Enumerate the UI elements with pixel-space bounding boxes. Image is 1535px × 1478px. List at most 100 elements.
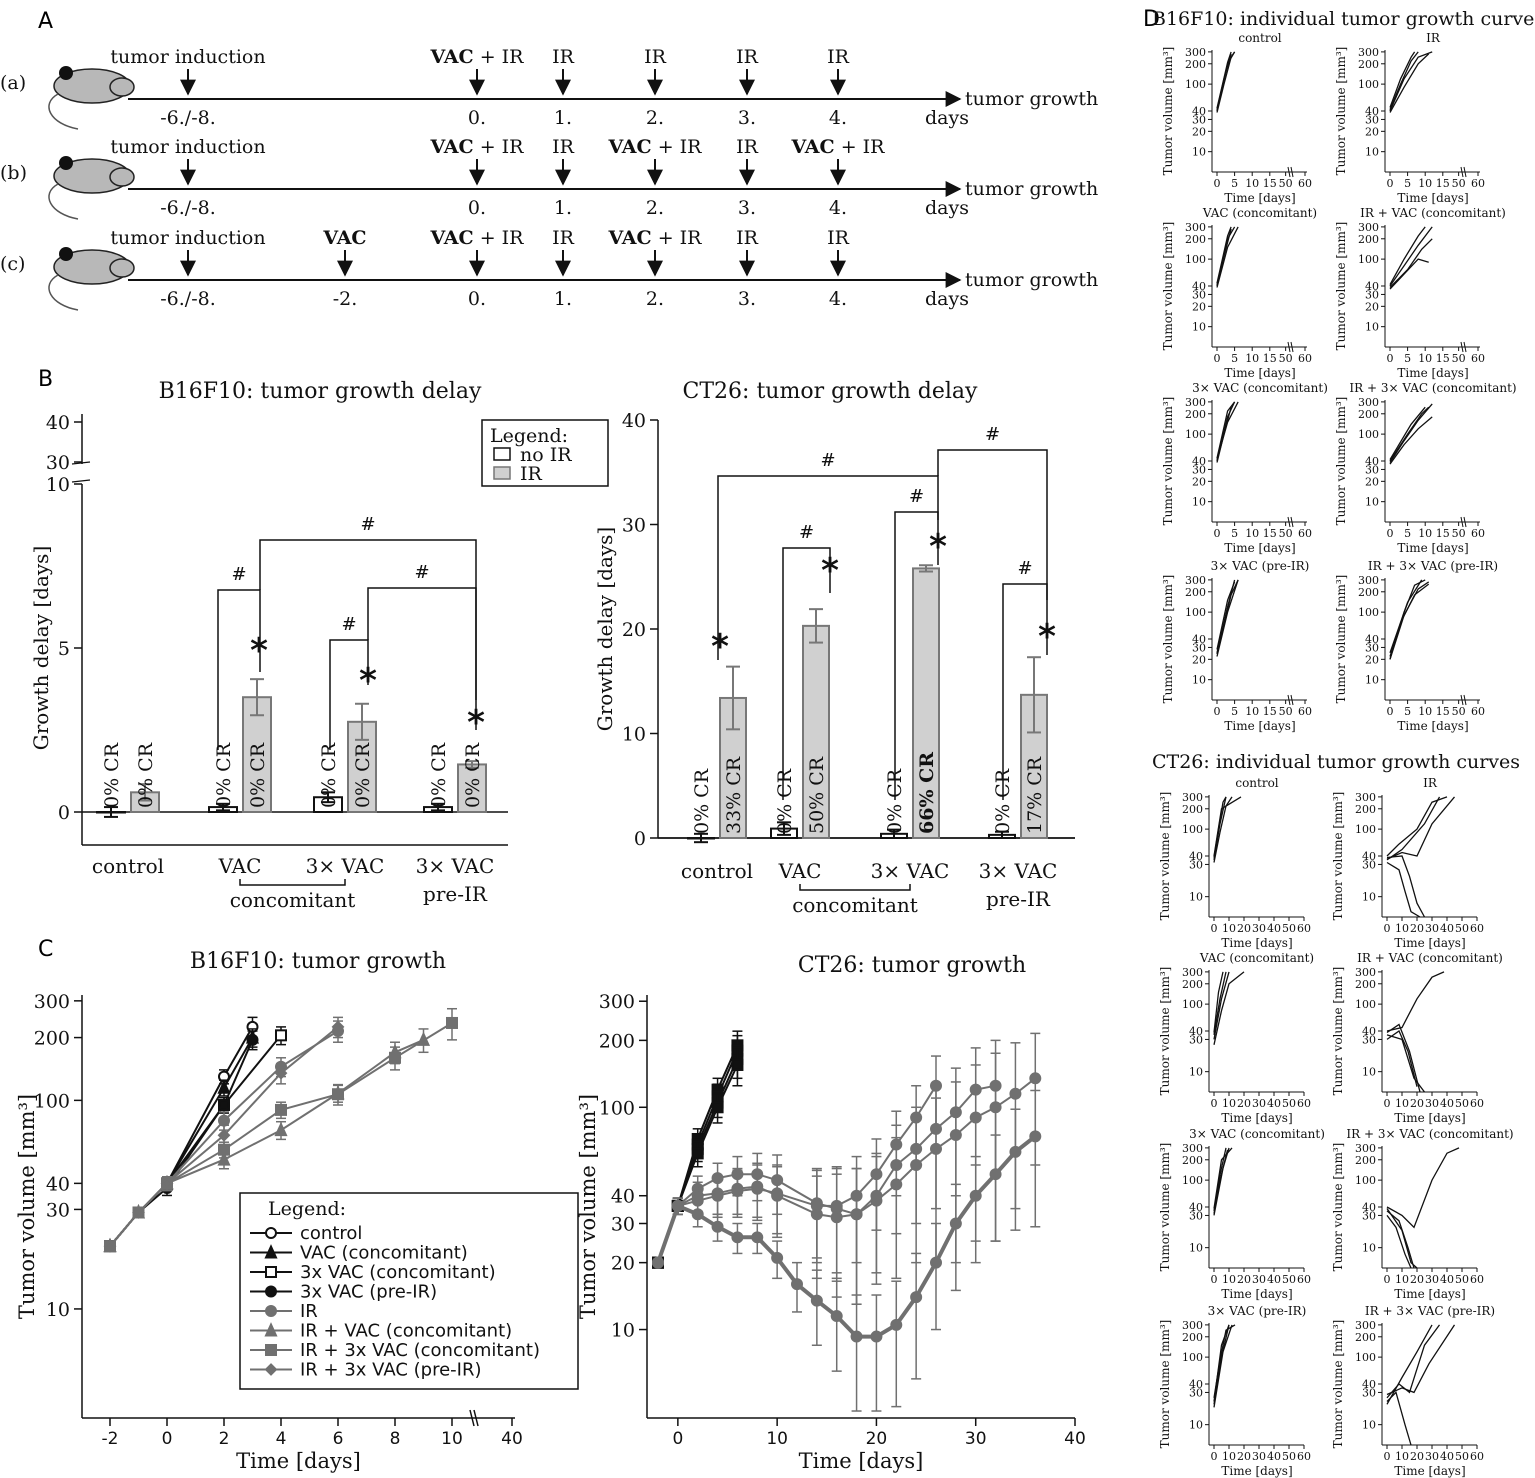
schedule-days-label: days (925, 288, 969, 310)
y-tick-label: 20 (611, 1253, 635, 1275)
comparison-bracket (217, 589, 261, 750)
legend-entry: no IR (520, 444, 572, 466)
mini-y-tick-label: 40 (1189, 1378, 1203, 1391)
mini-x-axis-label: Time [days] (1394, 1287, 1465, 1301)
mini-x-tick-label: 10 (1245, 352, 1259, 365)
mini-y-tick-label: 300 (1358, 46, 1379, 59)
mouse-head (109, 167, 135, 187)
mini-y-tick-label: 30 (1362, 1209, 1376, 1222)
mini-x-tick-label: 30 (1252, 1450, 1266, 1463)
mini-x-tick-label: 30 (1252, 1097, 1266, 1110)
comparison-bracket (782, 547, 831, 800)
event-label: IR (827, 227, 850, 249)
data-point (731, 1058, 744, 1071)
individual-curve (1386, 1391, 1412, 1446)
cr-label: 0% CR (352, 742, 374, 808)
mini-x-tick-label: 20 (1410, 922, 1424, 935)
mini-y-tick-label: 200 (1358, 58, 1379, 71)
mini-y-tick-label: 10 (1365, 496, 1379, 509)
legend-entry: IR (300, 1301, 318, 1322)
cr-label: 17% CR (1024, 756, 1046, 834)
mini-x-tick-label: 0 (1387, 527, 1394, 540)
individual-curve (1389, 416, 1433, 465)
mini-chart-title: 3× VAC (pre-IR) (1211, 559, 1310, 573)
comparison-bracket (894, 511, 939, 800)
mini-y-axis-label: Tumor volume [mm³] (1158, 792, 1172, 921)
mini-y-tick-label: 200 (1185, 586, 1206, 599)
data-point (949, 1217, 962, 1230)
mini-x-tick-label: 30 (1252, 922, 1266, 935)
mini-y-tick-label: 10 (1365, 321, 1379, 334)
mini-y-tick-label: 300 (1185, 396, 1206, 409)
chart-title: B16F10: tumor growth (190, 949, 446, 974)
mini-x-tick-label: 60 (1470, 1097, 1484, 1110)
mini-y-tick-label: 20 (1365, 653, 1379, 666)
event-label: VAC + IR (608, 136, 703, 158)
mini-y-tick-label: 10 (1192, 674, 1206, 687)
mini-x-tick-label: 60 (1297, 1097, 1311, 1110)
schedule-day-label: 1. (554, 197, 572, 219)
mini-chart-title: IR + 3× VAC (pre-IR) (1365, 1304, 1495, 1318)
mini-axis-break (1290, 341, 1294, 353)
data-point (731, 1231, 744, 1244)
mini-y-tick-label: 10 (1362, 1419, 1376, 1432)
data-point (1029, 1072, 1042, 1085)
mini-chart-title: control (1238, 31, 1281, 45)
cr-label: 0% CR (318, 742, 340, 808)
mini-y-tick-label: 40 (1192, 633, 1206, 646)
mini-y-tick-label: 10 (1365, 146, 1379, 159)
significance-star: * (711, 627, 729, 667)
individual-curve (1389, 53, 1430, 113)
individual-curve (1389, 238, 1433, 288)
mini-x-axis-label: Time [days] (1397, 719, 1468, 733)
mini-x-tick-label: 5 (1404, 352, 1411, 365)
category-label: VAC (218, 854, 262, 878)
mini-y-axis-label: Tumor volume [mm³] (1334, 397, 1348, 526)
individual-curve (1389, 51, 1419, 110)
y-tick-label: 300 (34, 991, 70, 1013)
mini-y-tick-label: 200 (1355, 1331, 1376, 1344)
mini-y-tick-label: 100 (1182, 1351, 1203, 1364)
event-label-text: tumor induction (110, 46, 265, 68)
cr-label: 0% CR (992, 768, 1014, 834)
y-tick-label: 20 (622, 619, 646, 641)
category-label: control (92, 854, 164, 878)
legend-frame (239, 1192, 579, 1390)
y-tick-label: 30 (46, 1199, 70, 1221)
data-point (989, 1079, 1002, 1092)
mini-x-tick-label: 50 (1282, 1097, 1296, 1110)
y-tick-label: 10 (46, 474, 70, 496)
mini-y-tick-label: 30 (1192, 113, 1206, 126)
data-point (791, 1278, 803, 1291)
category-sublabel: pre-IR (986, 887, 1051, 911)
mini-y-tick-label: 100 (1355, 1351, 1376, 1364)
chart-title: B16F10: tumor growth delay (159, 379, 482, 404)
schedule-day-label: -2. (333, 288, 358, 310)
mini-y-tick-label: 100 (1355, 1174, 1376, 1187)
mini-chart-title: 3× VAC (concomitant) (1189, 1127, 1325, 1141)
individual-curve (1386, 971, 1445, 1032)
y-tick-label: 300 (599, 991, 635, 1013)
x-tick-label: 2 (219, 1429, 230, 1449)
data-point (446, 1016, 458, 1029)
panel-b-ct26-growth-delay: CT26: tumor growth delay Growth delay [da… (593, 379, 1075, 917)
series-line (109, 1037, 254, 1247)
legend-entry: VAC (concomitant) (300, 1243, 468, 1264)
legend-entry: control (300, 1223, 362, 1244)
mini-x-tick-label: 30 (1252, 1273, 1266, 1286)
data-point (771, 1187, 784, 1200)
mini-x-tick-label: 15 (1436, 177, 1450, 190)
schedule-day-label: -6./-8. (160, 107, 216, 129)
category-label: 3× VAC (416, 854, 495, 878)
individual-curve (1216, 407, 1232, 463)
mini-x-axis-label: Time [days] (1221, 936, 1292, 950)
data-point (810, 1294, 823, 1307)
data-point (1009, 1145, 1022, 1158)
event-label: tumor induction (110, 227, 265, 249)
legend-title: Legend: (268, 1198, 346, 1220)
data-point (275, 1103, 287, 1116)
mini-y-tick-label: 30 (1362, 1386, 1376, 1399)
data-point (691, 1194, 704, 1207)
x-axis-label: Time [days] (236, 1449, 361, 1473)
